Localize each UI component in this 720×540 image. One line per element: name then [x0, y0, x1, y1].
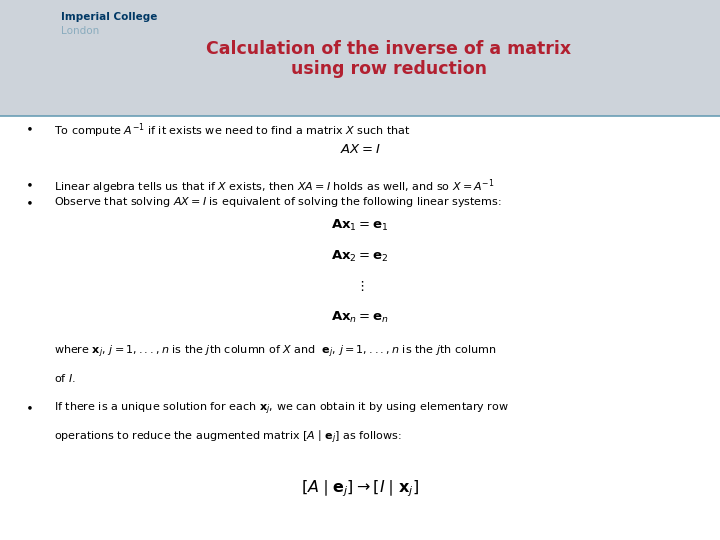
Text: $AX = I$: $AX = I$ — [340, 143, 380, 156]
Text: Calculation of the inverse of a matrix: Calculation of the inverse of a matrix — [206, 40, 572, 58]
Text: Imperial College: Imperial College — [61, 12, 158, 22]
FancyBboxPatch shape — [0, 0, 720, 116]
Text: operations to reduce the augmented matrix $[A \mid \mathbf{e}_j]$ as follows:: operations to reduce the augmented matri… — [54, 428, 402, 446]
Text: To compute $A^{-1}$ if it exists we need to find a matrix $X$ such that: To compute $A^{-1}$ if it exists we need… — [54, 122, 410, 140]
Text: If there is a unique solution for each $\mathbf{x}_j$, we can obtain it by using: If there is a unique solution for each $… — [54, 400, 509, 416]
Text: London: London — [61, 26, 99, 36]
Text: $\bullet$: $\bullet$ — [25, 177, 33, 190]
Text: $\bullet$: $\bullet$ — [25, 195, 33, 208]
Text: $\vdots$: $\vdots$ — [356, 279, 364, 293]
Text: Linear algebra tells us that if $X$ exists, then $XA = I$ holds as well, and so : Linear algebra tells us that if $X$ exis… — [54, 177, 495, 195]
Text: $\mathbf{A}\mathbf{x}_2 = \mathbf{e}_2$: $\mathbf{A}\mathbf{x}_2 = \mathbf{e}_2$ — [331, 248, 389, 264]
FancyBboxPatch shape — [0, 116, 720, 540]
Text: $\bullet$: $\bullet$ — [25, 400, 33, 413]
Text: using row reduction: using row reduction — [291, 60, 487, 78]
Text: of $I$.: of $I$. — [54, 372, 76, 383]
Text: $\bullet$: $\bullet$ — [25, 122, 33, 134]
Text: $\mathbf{A}\mathbf{x}_n = \mathbf{e}_n$: $\mathbf{A}\mathbf{x}_n = \mathbf{e}_n$ — [331, 310, 389, 325]
Text: where $\mathbf{x}_j$, $j = 1, ..., n$ is the $j$th column of $X$ and  $\mathbf{e: where $\mathbf{x}_j$, $j = 1, ..., n$ is… — [54, 343, 496, 360]
Text: $[A \mid \mathbf{e}_j] \rightarrow [I \mid \mathbf{x}_j]$: $[A \mid \mathbf{e}_j] \rightarrow [I \m… — [301, 478, 419, 499]
Text: Observe that solving $AX = I$ is equivalent of solving the following linear syst: Observe that solving $AX = I$ is equival… — [54, 195, 502, 210]
Text: $\mathbf{A}\mathbf{x}_1 = \mathbf{e}_1$: $\mathbf{A}\mathbf{x}_1 = \mathbf{e}_1$ — [331, 218, 389, 233]
